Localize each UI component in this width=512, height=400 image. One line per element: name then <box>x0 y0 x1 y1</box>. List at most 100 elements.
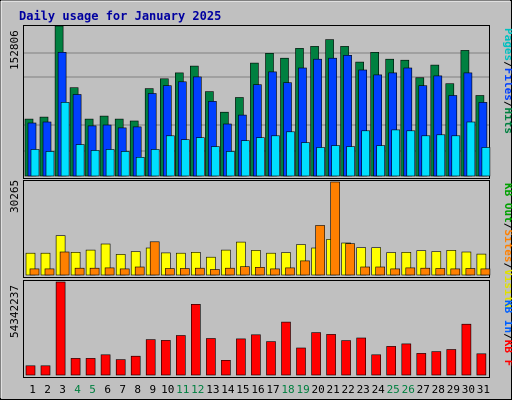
bar-pages-day-9 <box>150 149 160 177</box>
bar-pages-day-7 <box>120 151 130 177</box>
ytick-max-hits: 152806 <box>8 30 21 70</box>
bar-kb-f-day-25 <box>386 346 397 376</box>
bar-sites-day-25 <box>390 268 401 276</box>
chart-title: Daily usage for January 2025 <box>19 9 221 23</box>
bar-sites-day-23 <box>360 266 371 276</box>
bar-kb-f-day-19 <box>296 347 306 376</box>
bar-sites-day-16 <box>255 266 265 276</box>
x-tick-label: 30 <box>462 383 475 396</box>
bar-kb-f-day-31 <box>476 353 487 376</box>
bar-sites-day-6 <box>104 267 115 276</box>
legend-top: Pages/Files/Hits <box>502 28 512 134</box>
bar-pages-day-3 <box>60 102 70 177</box>
bar-kb-f-day-1 <box>25 365 36 376</box>
x-tick-label: 23 <box>357 383 370 396</box>
bar-kb-f-day-27 <box>416 353 427 376</box>
x-tick-label: 18 <box>281 383 294 396</box>
x-tick-label: 29 <box>447 383 460 396</box>
bar-sites-day-1 <box>29 268 40 276</box>
x-tick-label: 1 <box>29 383 36 396</box>
bar-pages-day-6 <box>105 149 115 177</box>
bar-pages-day-28 <box>436 134 446 177</box>
bar-pages-day-13 <box>211 146 220 177</box>
bar-kb-f-day-16 <box>251 334 261 376</box>
bar-pages-day-17 <box>271 135 280 177</box>
x-tick-label: 16 <box>251 383 264 396</box>
x-tick-label: 31 <box>477 383 490 396</box>
bar-kb-f-day-21 <box>326 334 336 376</box>
x-tick-label: 12 <box>191 383 204 396</box>
x-tick-label: 19 <box>296 383 309 396</box>
bar-pages-day-24 <box>376 145 386 177</box>
bar-sites-day-9 <box>149 241 160 276</box>
bar-sites-day-13 <box>210 269 220 276</box>
bar-kb-f-day-6 <box>100 354 111 376</box>
x-tick-label: 10 <box>161 383 174 396</box>
bar-pages-day-2 <box>45 151 55 177</box>
bar-kb-f-day-13 <box>206 338 216 376</box>
bar-sites-day-26 <box>405 267 416 276</box>
bar-pages-day-23 <box>361 130 371 177</box>
bar-sites-day-18 <box>285 267 295 276</box>
bar-sites-day-12 <box>195 267 205 276</box>
bar-sites-day-3 <box>59 251 70 276</box>
x-tick-label: 25 <box>387 383 400 396</box>
bar-sites-day-28 <box>435 268 446 276</box>
bar-sites-day-24 <box>375 266 386 276</box>
bar-pages-day-11 <box>181 139 190 177</box>
bar-sites-day-2 <box>44 268 55 276</box>
bar-pages-day-31 <box>481 147 491 177</box>
x-tick-label: 26 <box>402 383 415 396</box>
bar-pages-day-4 <box>75 144 85 177</box>
bar-pages-day-5 <box>90 150 100 177</box>
bar-kb-f-day-12 <box>191 303 201 376</box>
bar-pages-day-30 <box>466 121 476 177</box>
bar-kb-f-day-18 <box>281 321 291 376</box>
ytick-max-kbytes: 54342237 <box>8 285 21 338</box>
bar-kb-f-day-15 <box>236 338 246 376</box>
x-tick-label: 9 <box>149 383 156 396</box>
bar-sites-day-8 <box>134 266 145 276</box>
bar-sites-day-31 <box>480 268 491 276</box>
bar-pages-day-27 <box>421 135 431 177</box>
bar-sites-day-5 <box>89 267 100 276</box>
bar-kb-f-day-2 <box>40 365 51 376</box>
x-tick-label: 17 <box>266 383 279 396</box>
bar-pages-day-15 <box>241 140 250 177</box>
bar-kb-f-day-22 <box>341 340 351 376</box>
bar-kb-f-day-11 <box>176 335 186 376</box>
bar-pages-day-8 <box>135 157 145 177</box>
bar-pages-day-25 <box>391 129 401 177</box>
bar-kb-f-day-23 <box>356 337 367 376</box>
bar-sites-day-27 <box>420 267 431 276</box>
bar-pages-day-14 <box>226 151 235 177</box>
bar-sites-day-11 <box>180 268 190 276</box>
bar-sites-day-17 <box>270 268 280 276</box>
x-tick-label: 22 <box>341 383 354 396</box>
bar-pages-day-26 <box>406 130 416 177</box>
bar-sites-day-20 <box>315 225 325 276</box>
bar-kb-f-day-26 <box>401 343 412 376</box>
bar-pages-day-29 <box>451 135 461 177</box>
x-tick-label: 3 <box>59 383 66 396</box>
x-tick-label: 13 <box>206 383 219 396</box>
x-tick-label: 11 <box>176 383 189 396</box>
bar-pages-day-22 <box>346 146 355 177</box>
bar-pages-day-21 <box>331 145 340 177</box>
x-tick-label: 24 <box>372 383 386 396</box>
x-tick-label: 4 <box>74 383 81 396</box>
bar-sites-day-15 <box>240 266 250 276</box>
x-tick-label: 7 <box>119 383 126 396</box>
bar-sites-day-7 <box>119 268 130 276</box>
bar-kb-f-day-4 <box>70 358 81 376</box>
x-tick-label: 5 <box>89 383 96 396</box>
bar-kb-f-day-3 <box>55 281 66 376</box>
bar-pages-day-20 <box>316 147 325 177</box>
bar-kb-f-day-8 <box>130 355 141 376</box>
x-tick-label: 15 <box>236 383 249 396</box>
bar-kb-f-day-14 <box>221 359 231 376</box>
bar-kb-f-day-29 <box>446 349 457 376</box>
bar-kb-f-day-10 <box>161 340 171 376</box>
bar-pages-day-18 <box>286 131 295 177</box>
